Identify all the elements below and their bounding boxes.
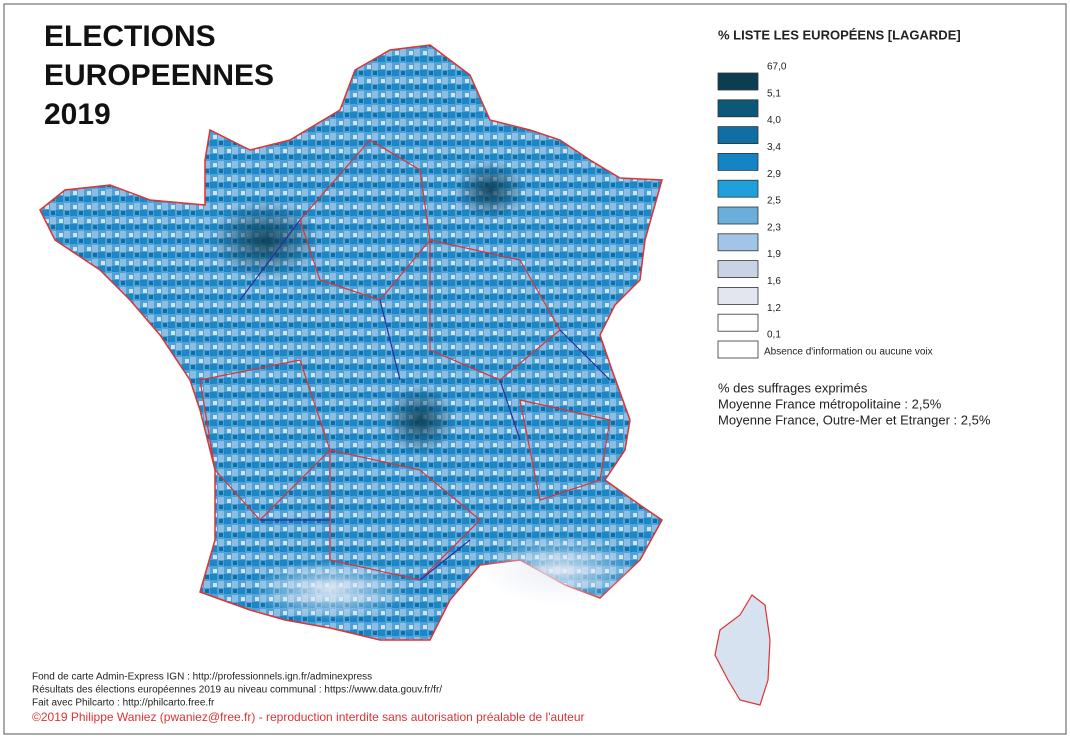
legend-swatch: [717, 260, 759, 279]
legend-no-data: Absence d'information ou aucune voix: [764, 347, 933, 358]
legend-title: % LISTE LES EUROPÉENS [LAGARDE]: [718, 27, 961, 42]
legend-swatch: [717, 126, 759, 144]
note: Résultats des élections européennes 2019…: [32, 685, 442, 696]
notes: Fond de carte Admin-Express IGN : http:/…: [32, 672, 442, 709]
legend-break: 5,1: [767, 88, 781, 99]
pale-zone: [250, 560, 410, 620]
title-line: 2019: [44, 98, 111, 131]
stats: % des suffrages exprimés Moyenne France …: [718, 380, 991, 427]
department-borders: [239, 219, 611, 581]
legend: 67,0 5,1 4,0 3,4 2,9 2,5 2,3 1,9 1,6 1,2 0,1 Absenc…: [717, 62, 933, 359]
legend-break: 2,3: [767, 222, 781, 233]
map: [39, 44, 771, 706]
title: ELECTIONS EUROPEENNES 2019: [44, 20, 274, 131]
copyright: ©2019 Philippe Waniez (pwaniez@free.fr) …: [32, 710, 585, 724]
title-line: ELECTIONS: [44, 20, 216, 53]
legend-swatch: [717, 179, 759, 198]
legend-swatch: [717, 233, 759, 252]
pale-zone: [480, 535, 640, 605]
legend-break: 1,6: [767, 276, 781, 287]
legend-break: 1,2: [767, 303, 781, 314]
stat-line: % des suffrages exprimés: [718, 380, 868, 395]
frame: [3, 3, 1067, 735]
legend-break: 1,9: [767, 249, 781, 260]
stat-line: Moyenne France, Outre-Mer et Etranger : …: [718, 412, 991, 427]
legend-swatch: [717, 206, 759, 225]
legend-break: 67,0: [767, 62, 787, 73]
dark-zone: [455, 160, 525, 220]
dark-zone: [385, 385, 455, 455]
legend-swatch: [717, 72, 759, 91]
legend-swatch: [717, 313, 759, 332]
stat-line: Moyenne France métropolitaine : 2,5%: [718, 396, 942, 411]
legend-break: 3,4: [767, 142, 781, 153]
legend-break: 2,9: [767, 169, 781, 180]
legend-swatch: [717, 152, 759, 171]
legend-swatch: [717, 340, 759, 359]
legend-swatch: [717, 286, 759, 305]
note: Fond de carte Admin-Express IGN : http:/…: [32, 672, 372, 683]
legend-break: 2,5: [767, 196, 781, 207]
dark-zone: [210, 200, 320, 280]
note: Fait avec Philcarto : http://philcarto.f…: [32, 698, 215, 709]
legend-break: 4,0: [767, 115, 781, 126]
title-line: EUROPEENNES: [44, 59, 274, 92]
legend-swatch: [717, 99, 759, 118]
legend-break: 0,1: [767, 330, 781, 341]
corsica: [714, 594, 771, 706]
